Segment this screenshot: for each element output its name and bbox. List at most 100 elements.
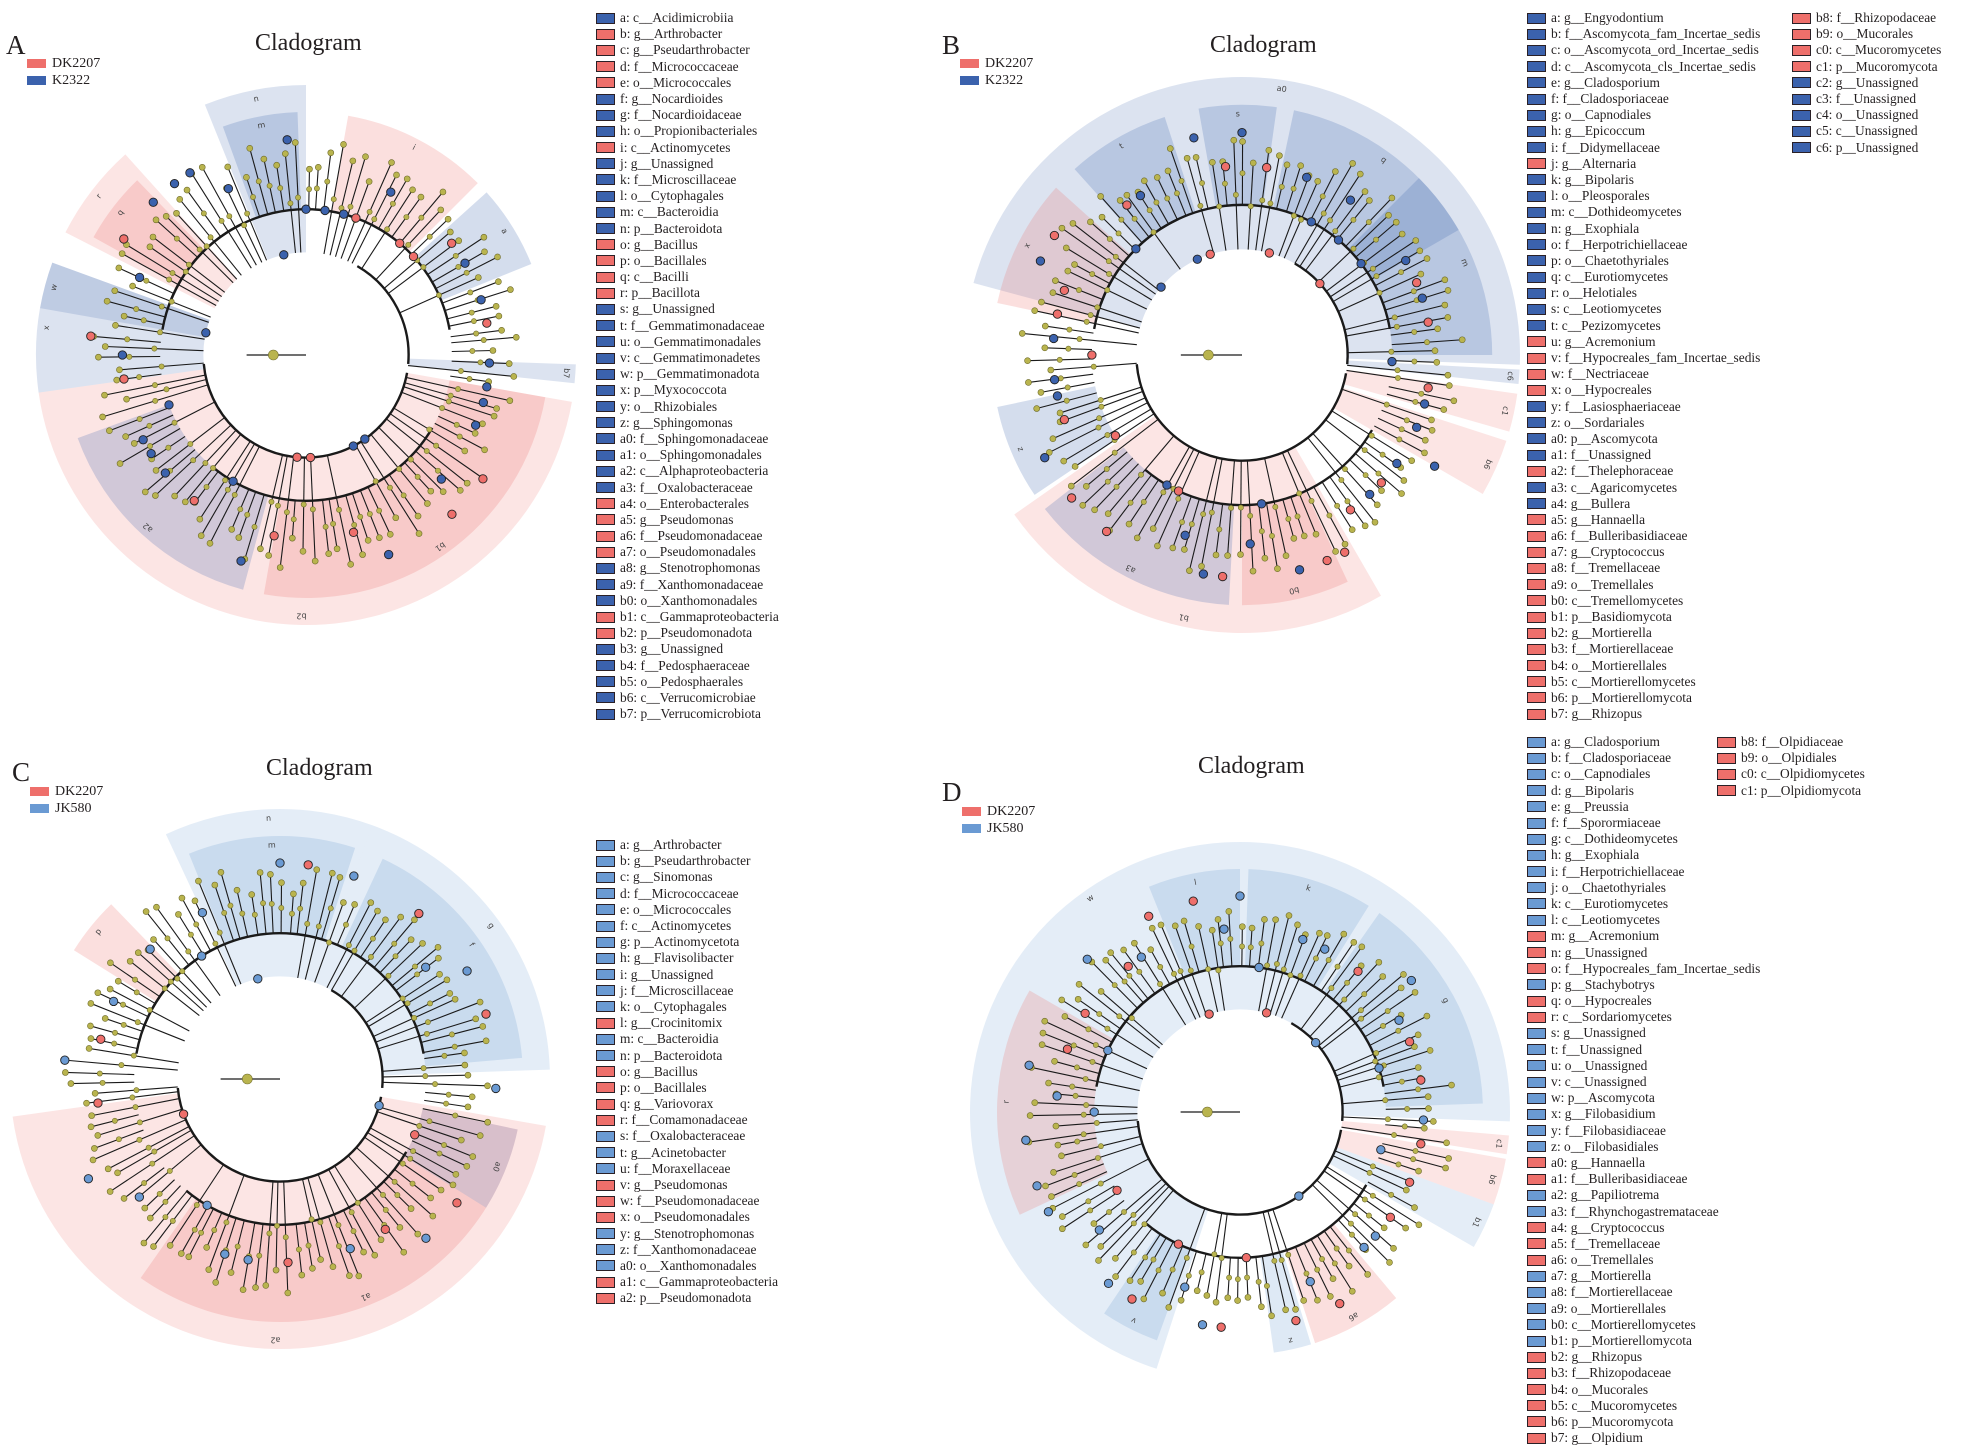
leaf-node <box>1195 923 1202 930</box>
leaf-node <box>284 1289 292 1297</box>
taxa-legend-item: e: o__Micrococcales <box>596 75 779 91</box>
leaf-node <box>386 531 394 538</box>
biomarker-node <box>236 556 246 566</box>
leaf-node <box>1154 542 1161 550</box>
leaf-node <box>91 1090 99 1097</box>
biomarker-node <box>253 974 263 984</box>
leaf-node <box>444 215 452 223</box>
biomarker-node <box>292 452 302 462</box>
taxa-legend-item: q: o__Hypocreales <box>1527 993 1760 1009</box>
internal-node <box>396 466 403 472</box>
taxa-legend-item: a7: o__Pseudomonadales <box>596 544 779 560</box>
taxa-label: v: f__Hypocreales_fam_Incertae_sedis <box>1551 350 1761 366</box>
leaf-node <box>1442 1164 1449 1172</box>
internal-node <box>1211 1251 1218 1258</box>
internal-node <box>1362 472 1369 479</box>
sector-label: w <box>49 283 60 292</box>
biomarker-node <box>481 1009 491 1019</box>
taxa-label: b3: f__Rhizopodaceae <box>1551 1365 1672 1381</box>
leaf-node <box>469 1153 477 1160</box>
internal-node <box>468 309 475 316</box>
legend-swatch <box>1527 1254 1546 1266</box>
taxa-label: k: c__Eurotiomycetes <box>1551 895 1669 911</box>
taxa-legend-item: b8: f__Rhizopodaceae <box>1792 10 1941 26</box>
sector-label: a6 <box>1347 1310 1360 1323</box>
internal-node <box>1239 170 1246 177</box>
leaf-node <box>1031 1099 1039 1106</box>
internal-node <box>152 397 159 404</box>
biomarker-node <box>138 435 148 445</box>
internal-node <box>425 1019 431 1026</box>
internal-node <box>111 1040 118 1047</box>
leaf-node <box>1379 973 1387 980</box>
leaf-node <box>1450 397 1458 405</box>
legend-swatch <box>1792 44 1811 56</box>
internal-node <box>435 467 441 474</box>
internal-node <box>1418 390 1425 397</box>
taxa-legend-item: a1: c__Gammaproteobacteria <box>596 1274 778 1290</box>
taxa-legend-item: a0: g__Hannaella <box>1527 1155 1760 1171</box>
taxa-legend-item: z: o__Filobasidiales <box>1527 1139 1760 1155</box>
leaf-node <box>1403 1186 1410 1194</box>
biomarker-node <box>1136 952 1147 962</box>
internal-node <box>1358 1015 1365 1022</box>
taxa-legend-item: h: g__Exophiala <box>1527 847 1760 863</box>
internal-node <box>1103 466 1110 472</box>
taxa-label: b2: g__Mortierella <box>1551 625 1652 641</box>
rank-arc <box>176 1087 383 1183</box>
panel-letter: C <box>12 757 31 787</box>
leaf-node <box>1272 916 1279 923</box>
internal-node <box>1278 1257 1285 1263</box>
legend-swatch <box>596 142 615 154</box>
leaf-node <box>116 366 123 374</box>
biomarker-node <box>1345 505 1356 515</box>
internal-node <box>366 511 373 517</box>
biomarker-node <box>1235 891 1245 901</box>
legend-swatch <box>1527 801 1546 813</box>
biomarker-node <box>1417 293 1427 303</box>
internal-node <box>1096 415 1103 422</box>
biomarker-node <box>1173 1239 1184 1249</box>
sector-label: r <box>1002 1099 1011 1103</box>
legend-swatch <box>596 936 615 948</box>
internal-node <box>1066 326 1073 333</box>
taxa-label: b4: o__Mortierellales <box>1551 657 1667 673</box>
taxa-label: l: o__Cytophagales <box>620 188 724 204</box>
biomarker-node <box>1032 1181 1042 1191</box>
biomarker-node <box>1418 1115 1429 1125</box>
internal-node <box>414 473 421 480</box>
internal-node <box>1188 521 1195 528</box>
internal-node <box>295 194 301 201</box>
taxa-label: x: g__Filobasidium <box>1551 1106 1656 1122</box>
taxa-legend-item: a1: o__Sphingomonadales <box>596 447 779 463</box>
taxa-label: k: f__Microscillaceae <box>620 171 737 187</box>
legend-swatch <box>596 1001 615 1013</box>
internal-node <box>326 939 332 946</box>
internal-node <box>436 1150 443 1157</box>
internal-node <box>390 200 396 207</box>
taxa-label: a4: g__Cryptococcus <box>1551 1219 1665 1235</box>
taxa-label: g: p__Actinomycetota <box>620 934 740 950</box>
leaf-node <box>182 498 189 506</box>
biomarker-node <box>1080 1008 1090 1019</box>
internal-node <box>1185 1272 1192 1279</box>
taxa-legend-item: v: c__Unassigned <box>1527 1074 1760 1090</box>
clade-sector <box>1273 110 1459 280</box>
panel-letter: D <box>942 777 962 807</box>
legend-swatch <box>1527 692 1546 704</box>
leaf-node <box>1300 532 1308 540</box>
biomarker-node <box>1043 1207 1054 1217</box>
biomarker-node <box>145 944 155 954</box>
leaf-node <box>464 1071 472 1079</box>
internal-node <box>1287 972 1294 979</box>
internal-node <box>1142 1254 1149 1261</box>
internal-node <box>1216 203 1223 210</box>
legend-swatch <box>1527 433 1546 445</box>
clade-sector <box>1347 360 1520 385</box>
taxa-label: b8: f__Olpidiaceae <box>1741 734 1844 750</box>
taxa-label: b: g__Pseudarthrobacter <box>620 853 751 869</box>
internal-node <box>1228 505 1234 511</box>
taxa-label: a0: o__Xanthomonadales <box>620 1257 757 1273</box>
clade-sector <box>1198 104 1277 208</box>
